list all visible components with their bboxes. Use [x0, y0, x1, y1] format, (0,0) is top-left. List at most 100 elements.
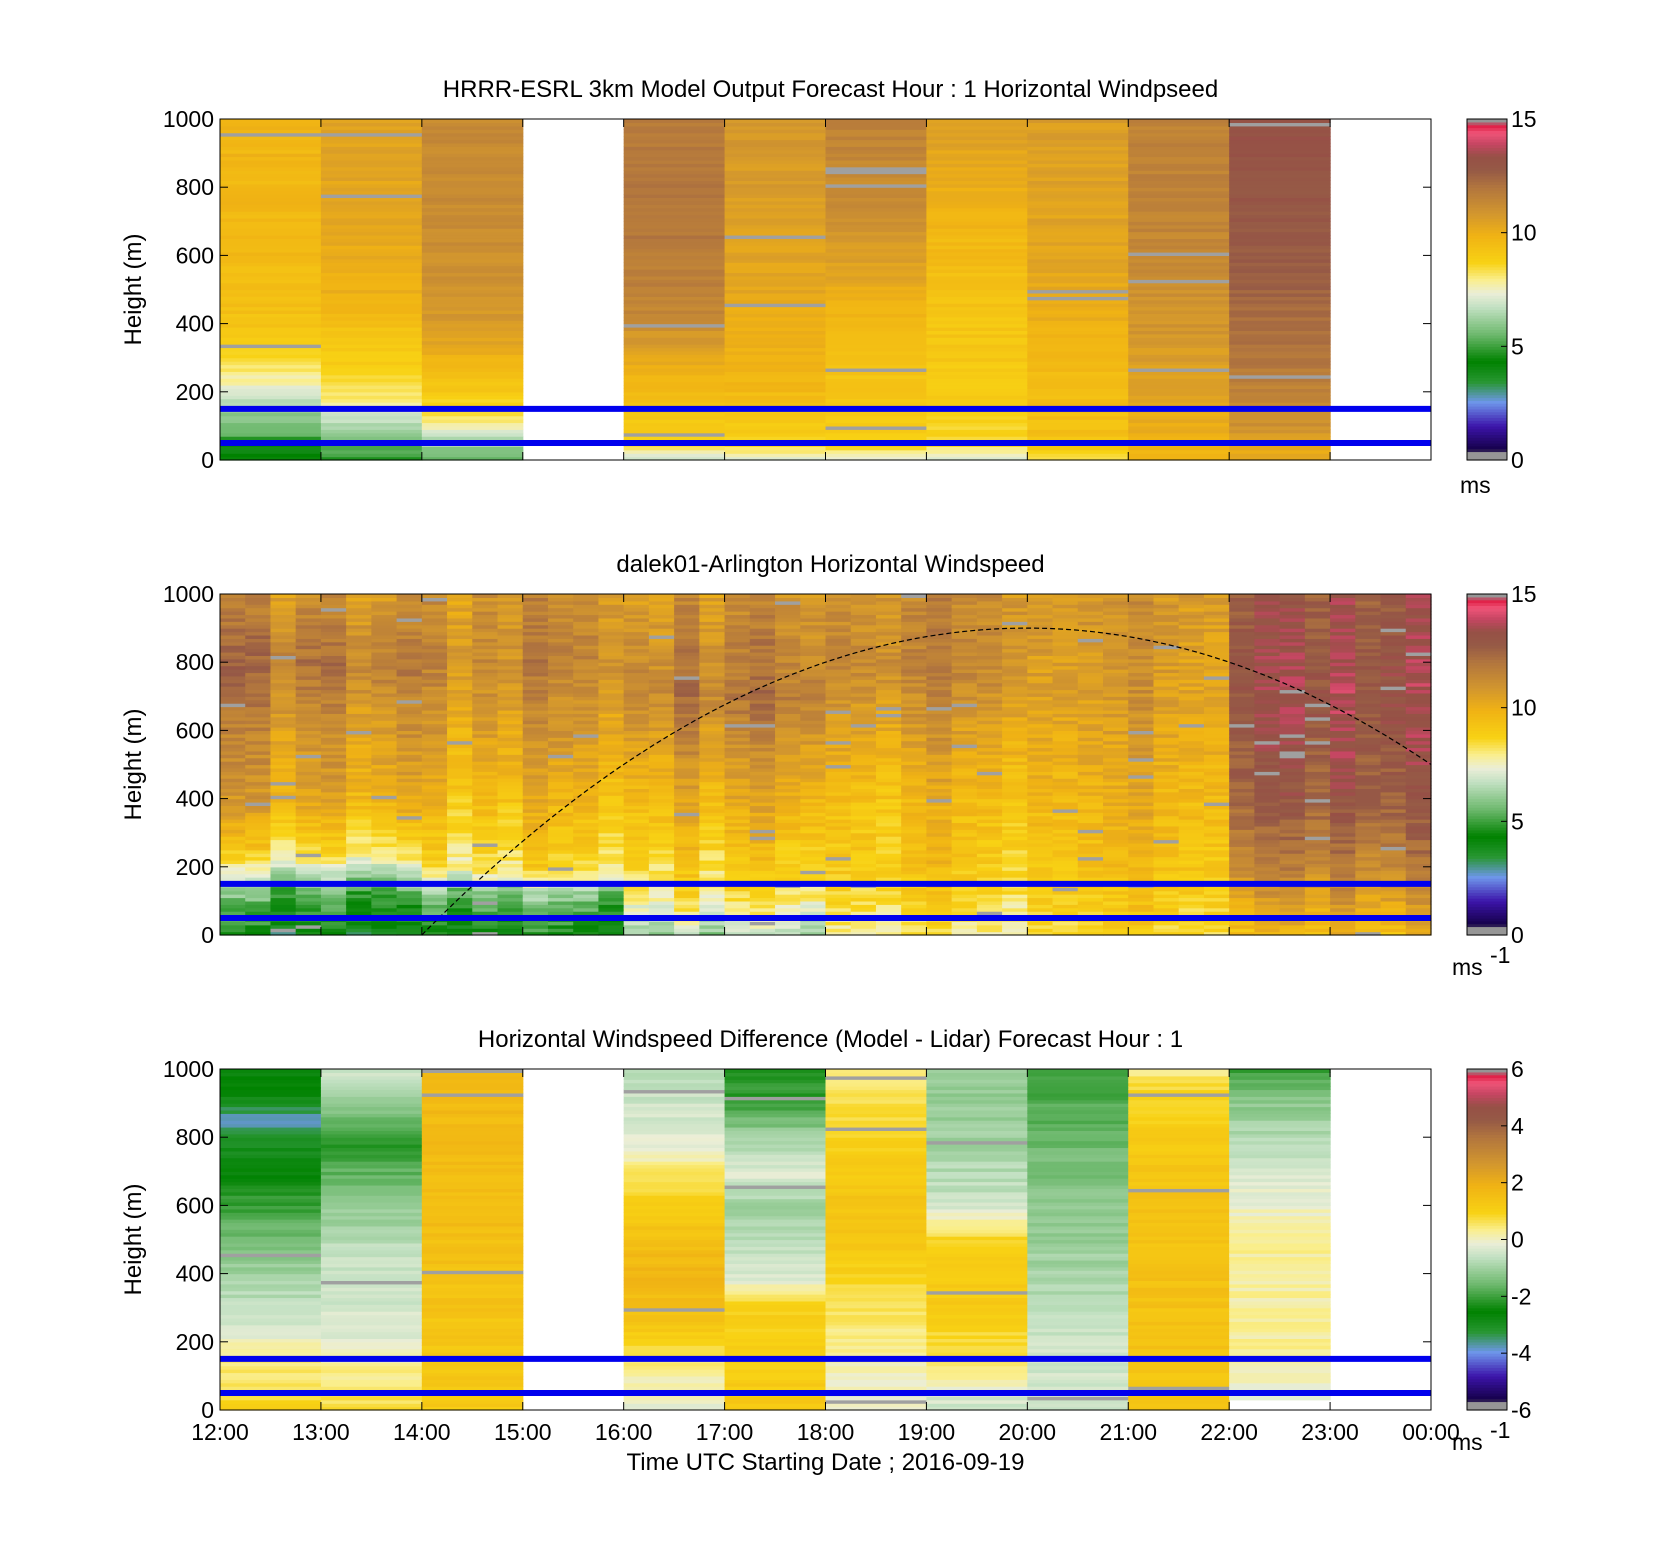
heatmap-cell [421, 153, 524, 158]
heatmap-cell [1027, 149, 1129, 154]
heatmap-cell [800, 692, 827, 697]
heatmap-cell [421, 651, 448, 656]
heatmap-cell [497, 638, 524, 643]
heatmap-cell [598, 825, 625, 830]
heatmap-cell [220, 361, 322, 366]
heatmap-cell [926, 214, 1028, 219]
heatmap-cell [522, 911, 549, 916]
heatmap-cell [800, 774, 827, 779]
heatmap-cell [901, 802, 928, 807]
heatmap-cell [447, 750, 473, 755]
heatmap-cell [245, 686, 272, 691]
heatmap-cell [749, 686, 776, 691]
heatmap-cell [1052, 658, 1079, 663]
heatmap-cell [1052, 604, 1079, 609]
heatmap-cell [775, 859, 801, 864]
heatmap-cell [320, 354, 423, 359]
heatmap-cell [825, 675, 852, 680]
heatmap-cell [1002, 761, 1028, 766]
heatmap-cell [220, 774, 246, 779]
heatmap-cell [825, 696, 852, 701]
heatmap-cell [573, 815, 600, 820]
heatmap-cell [1002, 617, 1028, 622]
heatmap-cell [320, 703, 347, 708]
heatmap-cell [472, 692, 499, 697]
heatmap-cell [1002, 730, 1028, 735]
heatmap-cell [875, 924, 902, 929]
heatmap-cell [522, 686, 549, 691]
heatmap-cell [976, 805, 1003, 810]
heatmap-cell [371, 682, 398, 687]
heatmap-cell [522, 866, 549, 871]
heatmap-cell [396, 924, 423, 929]
heatmap-cell [926, 808, 953, 813]
heatmap-cell [926, 832, 953, 837]
heatmap-cell [850, 856, 877, 861]
colorbar-segment [1467, 255, 1507, 259]
heatmap-cell [472, 931, 499, 936]
heatmap-cell [472, 655, 499, 660]
heatmap-cell [396, 887, 423, 892]
heatmap-cell [598, 870, 625, 875]
heatmap-cell [472, 679, 499, 684]
heatmap-cell [1002, 665, 1028, 670]
heatmap-cell [472, 634, 499, 639]
heatmap-cell [1128, 286, 1230, 291]
heatmap-cell [1103, 911, 1129, 916]
heatmap-cell [320, 132, 423, 137]
heatmap-cell [926, 398, 1028, 403]
heatmap-cell [598, 648, 625, 653]
heatmap-cell [648, 672, 675, 677]
heatmap-cell [699, 819, 726, 824]
heatmap-cell [320, 648, 347, 653]
heatmap-cell [270, 805, 297, 810]
heatmap-cell [220, 289, 322, 294]
heatmap-cell [547, 849, 574, 854]
heatmap-cell [1002, 696, 1028, 701]
heatmap-cell [1128, 173, 1230, 178]
heatmap-cell [421, 784, 448, 789]
heatmap-cell [472, 723, 499, 728]
heatmap-cell [926, 802, 953, 807]
heatmap-cell [901, 781, 928, 786]
heatmap-cell [346, 658, 372, 663]
heatmap-cell [1002, 842, 1028, 847]
heatmap-cell [1052, 829, 1079, 834]
heatmap-cell [320, 173, 423, 178]
heatmap-cell [573, 686, 600, 691]
heatmap-cell [623, 877, 650, 882]
heatmap-cell [901, 897, 928, 902]
heatmap-cell [497, 859, 524, 864]
heatmap-cell [1077, 696, 1104, 701]
heatmap-cell [421, 808, 448, 813]
heatmap-cell [901, 853, 928, 858]
heatmap-cell [1002, 907, 1028, 912]
heatmap-cell [346, 723, 372, 728]
heatmap-cell [623, 747, 650, 752]
heatmap-cell [926, 764, 953, 769]
heatmap-cell [875, 791, 902, 796]
heatmap-cell [447, 812, 473, 817]
heatmap-cell [220, 364, 322, 369]
heatmap-cell [775, 699, 801, 704]
heatmap-cell [800, 931, 827, 936]
heatmap-cell [926, 149, 1028, 154]
heatmap-cell [295, 873, 322, 878]
heatmap-cell [220, 907, 246, 912]
heatmap-cell [1153, 774, 1180, 779]
heatmap-cell [1052, 863, 1079, 868]
heatmap-cell [421, 292, 524, 297]
heatmap-cell [472, 614, 499, 619]
heatmap-cell [976, 600, 1003, 605]
heatmap-cell [220, 924, 246, 929]
heatmap-cell [320, 812, 347, 817]
colorbar-segment [1467, 454, 1507, 458]
colorbar-segment [1467, 309, 1507, 313]
heatmap-cell [648, 689, 675, 694]
heatmap-cell [1002, 784, 1028, 789]
heatmap-cell [1002, 853, 1028, 858]
heatmap-cell [396, 686, 423, 691]
heatmap-cell [775, 651, 801, 656]
heatmap-cell [699, 709, 726, 714]
heatmap-cell [497, 634, 524, 639]
